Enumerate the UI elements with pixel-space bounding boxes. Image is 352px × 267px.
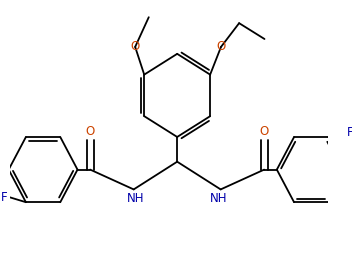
Text: F: F xyxy=(347,125,352,139)
Text: NH: NH xyxy=(127,193,144,205)
Text: O: O xyxy=(131,40,140,53)
Text: O: O xyxy=(259,125,269,138)
Text: O: O xyxy=(216,40,226,53)
Text: NH: NH xyxy=(210,193,228,205)
Text: F: F xyxy=(1,191,8,204)
Text: O: O xyxy=(86,125,95,138)
